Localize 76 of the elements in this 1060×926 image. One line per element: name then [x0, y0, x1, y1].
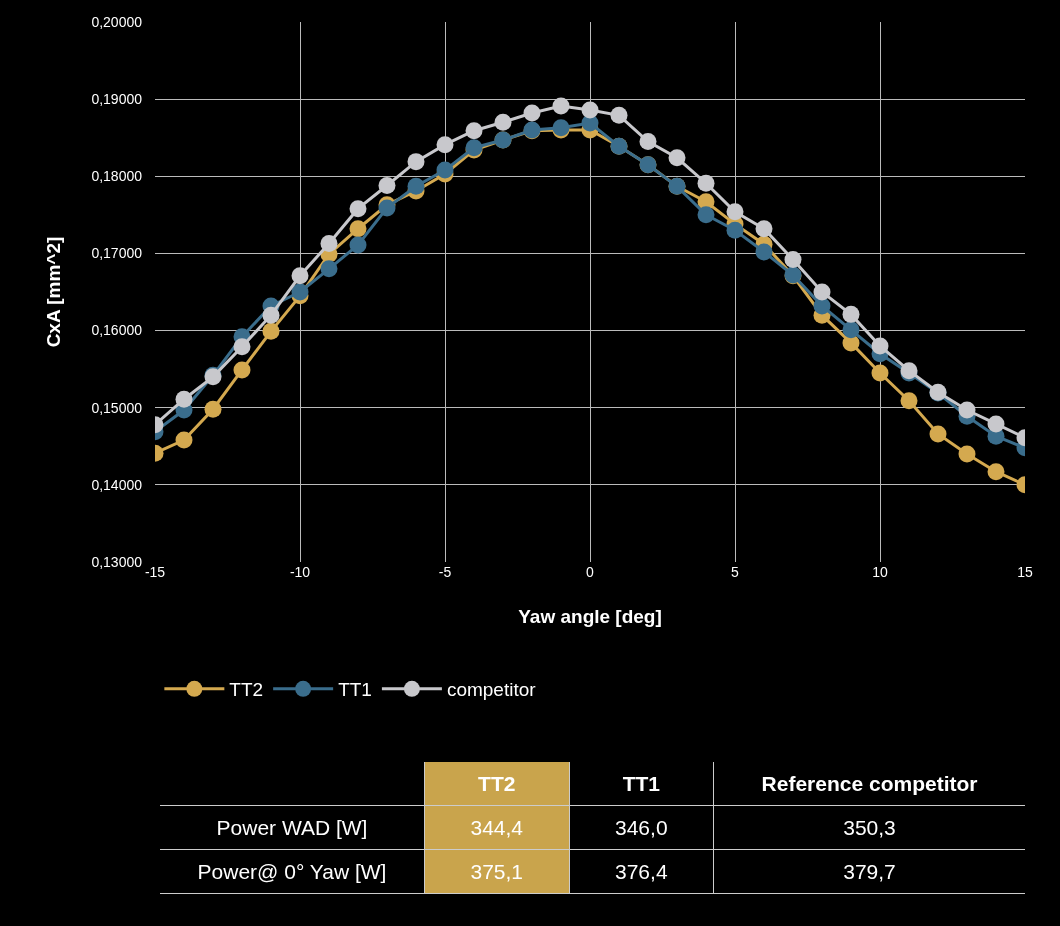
point	[494, 113, 512, 131]
point	[233, 361, 251, 379]
point	[581, 101, 599, 119]
point	[726, 221, 744, 239]
y-axis-title: CxA [mm^2]	[43, 236, 65, 348]
point	[871, 364, 889, 382]
point	[349, 236, 367, 254]
category-label: Power WAD [W]	[216, 815, 368, 839]
point	[262, 322, 280, 340]
point	[407, 153, 425, 171]
y-tick-label: 0,14000	[91, 476, 143, 493]
y-tick-label: 0,19000	[91, 91, 143, 108]
text: 375,1	[470, 859, 524, 883]
y-tick-label: 0,15000	[91, 399, 143, 416]
point	[639, 133, 657, 151]
x-tick-label: -5	[438, 564, 452, 580]
point	[668, 149, 686, 167]
y-tick-label: 0,16000	[91, 322, 143, 339]
point	[929, 425, 947, 443]
point	[958, 401, 976, 419]
y-tick-label: 0,20000	[91, 13, 143, 30]
point	[842, 305, 860, 323]
x-tick-label: 15	[1017, 564, 1033, 580]
y-tick-label: 0,18000	[91, 168, 143, 185]
x-tick-label: 0	[586, 564, 595, 580]
category-label: Reference competitor	[713, 762, 1025, 806]
point	[291, 267, 309, 285]
x-tick-label: -10	[289, 564, 311, 580]
category-label: Power@ 0° Yaw [W]	[197, 859, 387, 883]
point	[291, 283, 309, 301]
point	[436, 136, 454, 154]
point	[900, 392, 918, 410]
legend-label: TT2	[229, 679, 264, 701]
point	[987, 415, 1005, 433]
point	[175, 431, 193, 449]
point	[871, 337, 889, 355]
text: 350,3	[843, 815, 896, 839]
x-tick-label: 10	[872, 564, 888, 580]
point	[697, 206, 715, 224]
point	[320, 234, 338, 252]
y-tick-label: 0,17000	[91, 245, 143, 262]
point	[523, 104, 541, 122]
point	[697, 174, 715, 192]
point	[987, 463, 1005, 481]
x-axis-title: Yaw angle [deg]	[518, 605, 662, 627]
point	[552, 97, 570, 115]
y-tick-label: 0,13000	[91, 553, 143, 570]
x-tick-label: -15	[144, 564, 166, 580]
text: 379,7	[843, 859, 896, 883]
point	[175, 390, 193, 408]
point	[378, 177, 396, 195]
point	[610, 106, 628, 124]
legend-label: TT1	[338, 679, 372, 701]
point	[262, 306, 280, 324]
point	[204, 400, 222, 418]
text: 346,0	[615, 815, 668, 839]
point	[407, 177, 425, 195]
point	[813, 283, 831, 301]
legend-label: competitor	[446, 679, 537, 701]
x-tick-label: 5	[731, 564, 740, 580]
point	[320, 260, 338, 278]
point	[349, 220, 367, 238]
point	[755, 243, 773, 261]
point	[465, 122, 483, 140]
point	[436, 161, 454, 179]
text: 376,4	[615, 859, 668, 883]
point	[233, 338, 251, 356]
point	[726, 203, 744, 221]
point	[349, 200, 367, 218]
category-label: TT2	[424, 762, 570, 806]
point	[958, 445, 976, 463]
point	[842, 321, 860, 339]
text: 344,4	[470, 815, 524, 839]
category-label: TT1	[569, 762, 714, 806]
point	[784, 251, 802, 269]
point	[755, 220, 773, 238]
